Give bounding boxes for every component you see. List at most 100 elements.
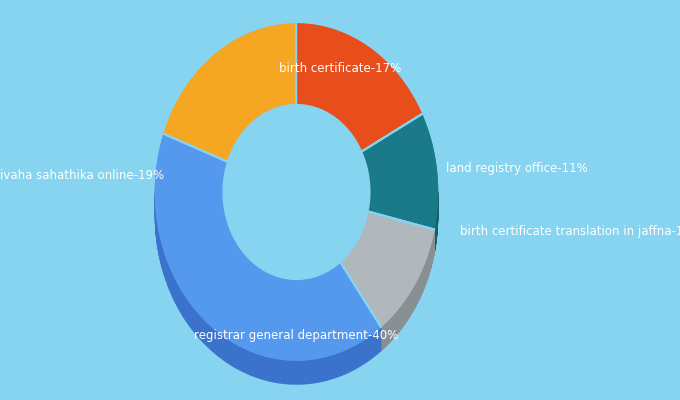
Polygon shape [295,279,296,303]
Polygon shape [253,262,254,287]
Polygon shape [361,340,362,366]
Polygon shape [230,340,231,365]
Polygon shape [375,330,377,356]
Polygon shape [210,325,211,350]
Polygon shape [292,360,294,384]
Polygon shape [314,276,315,301]
Polygon shape [339,352,341,376]
Polygon shape [203,318,204,343]
Polygon shape [298,360,300,384]
Polygon shape [177,282,178,308]
Polygon shape [320,357,322,382]
Polygon shape [180,287,181,313]
Polygon shape [314,358,316,383]
Polygon shape [181,289,182,314]
Polygon shape [280,277,282,302]
Polygon shape [245,255,246,280]
Polygon shape [326,356,328,380]
Polygon shape [179,285,180,311]
Polygon shape [262,270,263,294]
Polygon shape [211,326,213,351]
Polygon shape [200,315,201,340]
Polygon shape [271,357,273,382]
Polygon shape [190,302,191,328]
Polygon shape [248,257,249,282]
Polygon shape [358,342,359,368]
Polygon shape [298,279,299,303]
Polygon shape [276,358,278,382]
Polygon shape [260,268,261,292]
Polygon shape [321,274,322,298]
Polygon shape [305,360,307,384]
Polygon shape [199,313,200,339]
Polygon shape [272,274,273,299]
Polygon shape [252,262,253,286]
Polygon shape [205,320,207,346]
Polygon shape [201,316,203,342]
Polygon shape [302,279,303,303]
Polygon shape [250,350,252,375]
Polygon shape [330,354,332,379]
Polygon shape [318,275,320,299]
Polygon shape [164,24,296,162]
Polygon shape [296,360,298,384]
Polygon shape [271,274,272,298]
Polygon shape [288,279,289,303]
Polygon shape [265,356,267,380]
Polygon shape [356,344,358,368]
Polygon shape [219,332,220,358]
Polygon shape [337,264,338,289]
Polygon shape [255,352,256,377]
Polygon shape [256,265,257,290]
Polygon shape [178,284,179,309]
Text: birth certificate translation in jaffna-11%: birth certificate translation in jaffna-… [460,226,680,238]
Polygon shape [223,105,370,279]
Polygon shape [167,259,168,284]
Polygon shape [191,304,192,330]
Polygon shape [296,24,422,152]
Polygon shape [300,360,301,384]
Polygon shape [362,340,364,364]
Polygon shape [279,277,280,301]
Polygon shape [294,279,295,303]
Polygon shape [328,355,330,380]
Polygon shape [344,349,346,374]
Polygon shape [284,359,285,384]
Polygon shape [156,134,381,360]
Polygon shape [303,360,305,384]
Polygon shape [268,272,269,297]
Polygon shape [246,256,247,281]
Polygon shape [275,276,277,300]
Polygon shape [300,279,301,303]
Polygon shape [347,348,350,373]
Polygon shape [343,350,344,375]
Text: land registry office-11%: land registry office-11% [446,162,588,174]
Polygon shape [245,348,246,373]
Polygon shape [226,338,228,363]
Polygon shape [252,351,253,376]
Polygon shape [296,24,422,152]
Polygon shape [168,260,169,286]
Polygon shape [310,278,311,302]
Polygon shape [311,277,312,302]
Polygon shape [336,265,337,290]
Polygon shape [273,275,274,299]
Polygon shape [216,330,218,355]
Polygon shape [186,298,188,323]
Polygon shape [305,278,307,303]
Polygon shape [218,331,219,356]
Polygon shape [332,268,333,293]
Polygon shape [204,319,205,344]
Polygon shape [274,275,275,300]
Polygon shape [250,260,251,284]
Polygon shape [269,273,271,298]
Polygon shape [304,279,305,303]
Polygon shape [289,279,290,303]
Polygon shape [277,276,278,301]
Polygon shape [194,307,195,333]
Polygon shape [176,280,177,306]
Polygon shape [303,279,304,303]
Polygon shape [238,345,239,370]
Polygon shape [315,276,316,300]
Polygon shape [318,358,320,382]
